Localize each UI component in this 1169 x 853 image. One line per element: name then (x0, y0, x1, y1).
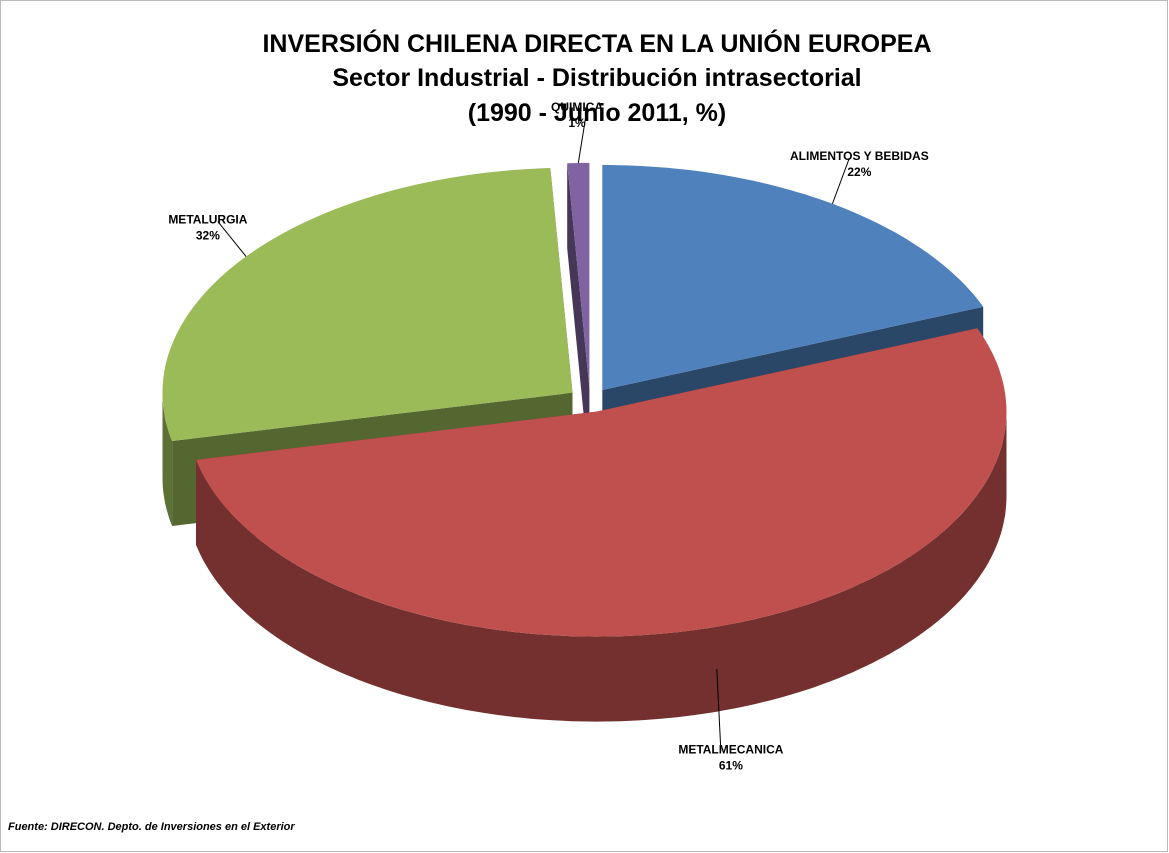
data-label: 61% (719, 758, 743, 772)
leader-line (716, 669, 722, 752)
data-label: 32% (196, 229, 220, 243)
data-label: 22% (847, 165, 871, 179)
chart-subtitle: (1990 - Junio 2011, %) (468, 99, 726, 127)
leader-line (831, 157, 850, 204)
leader-line (577, 109, 588, 164)
slice (602, 165, 984, 390)
slice (196, 328, 1007, 637)
data-label: 1% (568, 116, 586, 130)
slice-side (567, 163, 590, 473)
data-label-name: METALMECANICA (678, 742, 783, 756)
source-note: Fuente: DIRECON. Depto. de Inversiones e… (8, 821, 295, 833)
chart-title: INVERSIÓN CHILENA DIRECTA EN LA UNIÓN EU… (262, 28, 931, 58)
slice-wall (196, 411, 1007, 722)
data-label-name: METALURGIA (168, 213, 247, 227)
data-label-name: ALIMENTOS Y BEBIDAS (790, 149, 929, 163)
slice (162, 168, 573, 441)
slice-wall (162, 392, 173, 526)
leader-line (217, 221, 247, 257)
data-label-name: QUIMICA (551, 100, 603, 114)
chart-subtitle: Sector Industrial - Distribución intrase… (332, 64, 861, 92)
slice (567, 162, 590, 388)
